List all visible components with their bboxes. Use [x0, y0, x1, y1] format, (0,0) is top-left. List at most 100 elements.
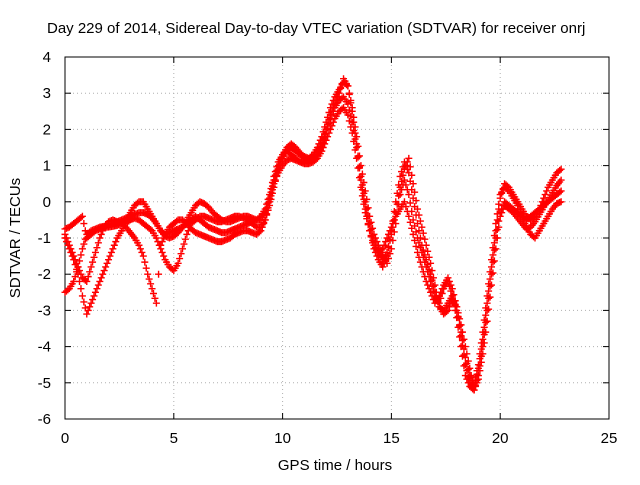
data-point — [257, 227, 265, 235]
data-point — [267, 188, 275, 196]
data-point — [424, 281, 432, 289]
y-tick-label: -3 — [38, 302, 51, 319]
data-point — [463, 367, 471, 375]
data-point — [398, 177, 406, 185]
data-point — [496, 194, 504, 202]
data-point — [77, 285, 85, 293]
data-point — [371, 248, 379, 256]
data-point — [434, 298, 442, 306]
data-point — [326, 111, 334, 119]
data-point — [90, 253, 98, 261]
y-tick-label: 0 — [43, 194, 51, 211]
data-point — [174, 259, 182, 267]
data-point — [405, 169, 413, 177]
data-point — [464, 366, 472, 374]
data-point — [97, 274, 105, 282]
data-point — [87, 263, 95, 271]
data-point — [483, 299, 491, 307]
x-tick-label: 20 — [492, 430, 509, 447]
data-point — [331, 100, 339, 108]
data-point — [460, 351, 468, 359]
data-point — [364, 220, 372, 228]
data-point — [345, 117, 353, 125]
data-markers — [61, 75, 565, 394]
data-point — [487, 263, 495, 271]
data-point — [476, 355, 484, 363]
data-point — [145, 275, 153, 283]
data-point — [382, 238, 390, 246]
data-point — [418, 241, 426, 249]
data-point — [109, 245, 117, 253]
data-point — [482, 311, 490, 319]
data-point — [68, 248, 76, 256]
data-point — [329, 118, 337, 126]
data-point — [177, 250, 185, 258]
data-point — [405, 212, 413, 220]
data-point — [373, 252, 381, 260]
data-point — [358, 186, 366, 194]
data-point — [348, 107, 356, 115]
data-point — [422, 277, 430, 285]
data-point — [136, 245, 144, 253]
data-point — [469, 381, 477, 389]
data-point — [432, 293, 440, 301]
y-axis-label: SDTVAR / TECUs — [7, 178, 24, 298]
data-point — [329, 104, 337, 112]
data-point — [405, 154, 413, 162]
data-point — [93, 244, 101, 252]
data-point — [353, 140, 361, 148]
data-point — [152, 234, 160, 242]
data-point — [498, 189, 506, 197]
data-point — [73, 268, 81, 276]
data-point — [403, 165, 411, 173]
data-point — [477, 358, 485, 366]
data-point — [489, 269, 497, 277]
data-point — [557, 165, 565, 173]
data-point — [444, 274, 452, 282]
data-point — [418, 223, 426, 231]
data-point — [80, 240, 88, 248]
y-tick-label: -2 — [38, 266, 51, 283]
data-point — [415, 227, 423, 235]
data-point — [421, 235, 429, 243]
data-point — [382, 256, 390, 264]
data-point — [409, 230, 417, 238]
data-point — [334, 93, 342, 101]
data-point — [105, 256, 113, 264]
data-point — [409, 194, 417, 202]
data-point — [380, 241, 388, 249]
data-point — [393, 189, 401, 197]
data-point — [357, 176, 365, 184]
data-point — [147, 280, 155, 288]
data-point — [179, 245, 187, 253]
data-point — [486, 275, 494, 283]
data-point — [158, 238, 166, 246]
data-point — [377, 246, 385, 254]
data-point — [367, 226, 375, 234]
data-point — [493, 234, 501, 242]
data-point — [402, 162, 410, 170]
data-point — [383, 252, 391, 260]
data-point — [445, 303, 453, 311]
data-point — [276, 158, 284, 166]
data-point — [354, 152, 362, 160]
tick-labels: 0 5 10 15 20 25 -6 -5 -4 -3 -2 -1 0 1 2 3 4 — [38, 49, 618, 447]
data-point — [396, 172, 404, 180]
data-point — [387, 227, 395, 235]
data-point — [361, 205, 369, 213]
data-point — [414, 248, 422, 256]
data-point — [142, 264, 150, 272]
data-point — [473, 370, 481, 378]
data-point — [557, 187, 565, 195]
x-tick-label: 10 — [274, 430, 291, 447]
data-point — [386, 235, 394, 243]
data-point — [457, 321, 465, 329]
data-point — [395, 181, 403, 189]
x-tick-label: 15 — [383, 430, 400, 447]
data-point — [453, 303, 461, 311]
data-point — [273, 166, 281, 174]
data-point — [255, 228, 263, 236]
data-point — [458, 328, 466, 336]
